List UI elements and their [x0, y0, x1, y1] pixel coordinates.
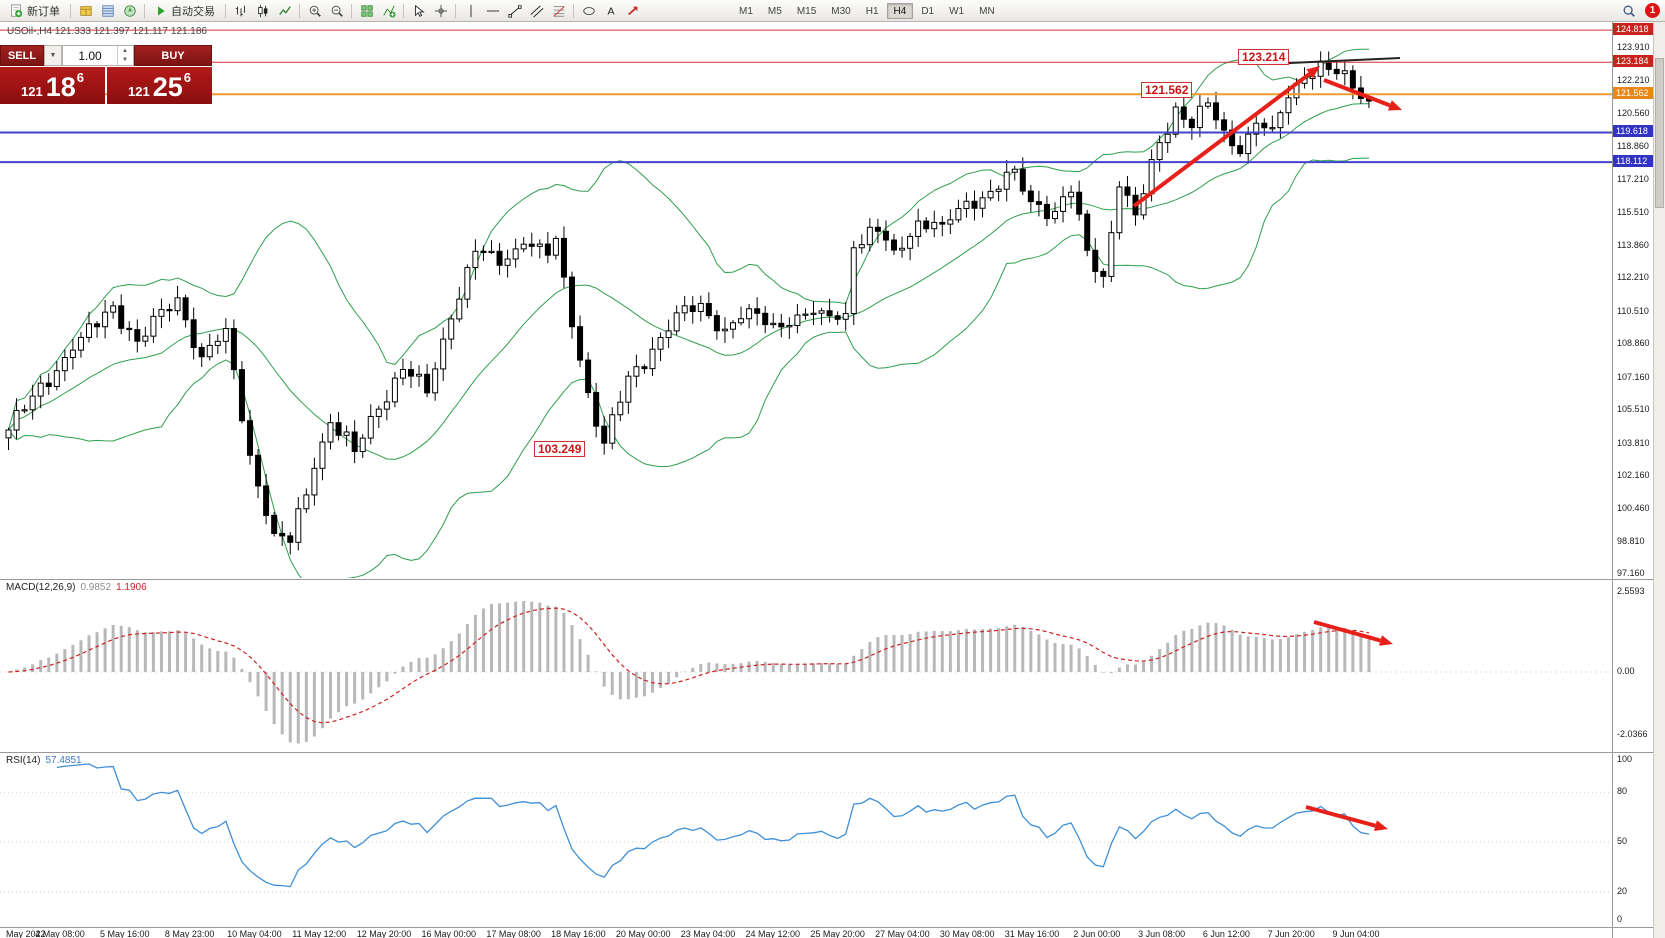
auto-trading-label: 自动交易 — [171, 5, 215, 18]
buy-pips: 25 — [152, 72, 183, 102]
text-label-icon[interactable]: A — [600, 2, 621, 20]
candlestick-chart-icon[interactable] — [252, 2, 273, 20]
ohlc-info: USOil-,H4 121.333 121.397 121.117 121.18… — [7, 26, 207, 37]
rsi-value: 57.4851 — [45, 755, 82, 766]
play-icon — [158, 6, 165, 15]
toolbar-separator — [225, 3, 226, 18]
timeframe-H4[interactable]: H4 — [886, 2, 914, 19]
svg-text:A: A — [607, 5, 614, 17]
timeframe-D1[interactable]: D1 — [921, 5, 935, 17]
toolbar-separator — [144, 3, 145, 18]
rsi-panel — [0, 763, 1612, 893]
crosshair-icon[interactable] — [430, 2, 451, 20]
trendline-icon[interactable] — [504, 2, 525, 20]
volume-field: ▲▼ — [62, 45, 134, 66]
trade-prices-row: 121 18 6 121 25 6 — [0, 67, 212, 104]
toolbar: 新订单 自动交易 A M1 M5 M15 M30 H1 H4 D1 W1 — [0, 0, 1665, 22]
horizontal-line-icon[interactable] — [482, 2, 503, 20]
buy-pipette: 6 — [183, 70, 191, 85]
spin-down-icon[interactable]: ▼ — [122, 57, 128, 64]
scrollbar-thumb[interactable] — [1655, 58, 1664, 208]
bar-chart-icon[interactable] — [230, 2, 251, 20]
sell-price-display[interactable]: 121 18 6 — [0, 67, 105, 104]
market-watch-icon[interactable] — [75, 2, 96, 20]
timeframe-H1[interactable]: H1 — [865, 5, 879, 17]
macd-name: MACD(12,26,9) — [6, 582, 76, 593]
notification-badge[interactable]: 1 — [1645, 3, 1660, 18]
line-chart-icon[interactable] — [274, 2, 295, 20]
cursor-icon[interactable] — [408, 2, 429, 20]
timeframe-group: M1 M5 M15 M30 H1 H4 D1 W1 MN — [732, 2, 1002, 19]
timeframe-M5[interactable]: M5 — [767, 5, 782, 17]
trend-arrows[interactable] — [1132, 66, 1402, 831]
candlestick-series — [5, 51, 1372, 555]
buy-button[interactable]: BUY — [134, 45, 212, 66]
sell-pipette: 6 — [76, 70, 84, 85]
bollinger-bands — [8, 48, 1370, 578]
macd-value: 0.9852 — [80, 582, 112, 593]
spin-up-icon[interactable]: ▲ — [122, 47, 128, 54]
timeframe-W1[interactable]: W1 — [949, 5, 965, 17]
fibonacci-icon[interactable] — [548, 2, 569, 20]
search-icon[interactable] — [1618, 2, 1639, 20]
resistance-trendline[interactable] — [1265, 57, 1401, 65]
toolbar-separator — [573, 3, 574, 18]
timeframe-M30[interactable]: M30 — [831, 5, 851, 17]
volume-input[interactable] — [63, 46, 117, 65]
macd-signal-value: 1.1906 — [116, 582, 147, 593]
vertical-line-icon[interactable] — [460, 2, 481, 20]
data-window-icon[interactable] — [97, 2, 118, 20]
arrow-object-icon[interactable] — [622, 2, 643, 20]
toolbar-separator — [70, 3, 71, 18]
new-order-icon — [11, 3, 23, 17]
navigator-icon[interactable] — [119, 2, 140, 20]
sell-pips: 18 — [45, 72, 76, 102]
auto-trading-button[interactable]: 自动交易 — [149, 2, 221, 20]
zoom-in-icon[interactable] — [304, 2, 325, 20]
buy-big-figure: 121 — [128, 84, 150, 99]
timeframe-M15[interactable]: M15 — [796, 5, 817, 17]
sell-big-figure: 121 — [21, 84, 43, 99]
toolbar-separator — [455, 3, 456, 18]
timeframe-M1[interactable]: M1 — [739, 5, 753, 17]
timeframe-MN[interactable]: MN — [979, 5, 995, 17]
toolbar-right: 1 — [1618, 2, 1662, 20]
shapes-icon[interactable] — [578, 2, 599, 20]
rsi-indicator-label: RSI(14) 57.4851 — [6, 755, 82, 766]
new-order-label: 新订单 — [27, 5, 60, 18]
volume-spinner[interactable]: ▲ ▼ — [117, 46, 132, 65]
sell-button[interactable]: SELL — [0, 45, 44, 66]
indicators-icon[interactable] — [378, 2, 399, 20]
macd-indicator-label: MACD(12,26,9) 0.9852 1.1906 — [6, 582, 147, 593]
buy-price-display[interactable]: 121 25 6 — [107, 67, 212, 104]
vertical-scrollbar[interactable] — [1653, 22, 1665, 938]
sell-dropdown[interactable]: ▼ — [44, 45, 62, 66]
rsi-name: RSI(14) — [6, 755, 41, 766]
horizontal-level-lines[interactable] — [0, 29, 1612, 164]
trade-controls-row: SELL ▼ ▲▼ BUY — [0, 45, 212, 66]
new-order-button[interactable]: 新订单 — [3, 2, 66, 20]
tile-windows-icon[interactable] — [356, 2, 377, 20]
macd-panel — [0, 601, 1612, 744]
zoom-out-icon[interactable] — [326, 2, 347, 20]
toolbar-separator — [351, 3, 352, 18]
channel-icon[interactable] — [526, 2, 547, 20]
toolbar-separator — [403, 3, 404, 18]
toolbar-separator — [299, 3, 300, 18]
